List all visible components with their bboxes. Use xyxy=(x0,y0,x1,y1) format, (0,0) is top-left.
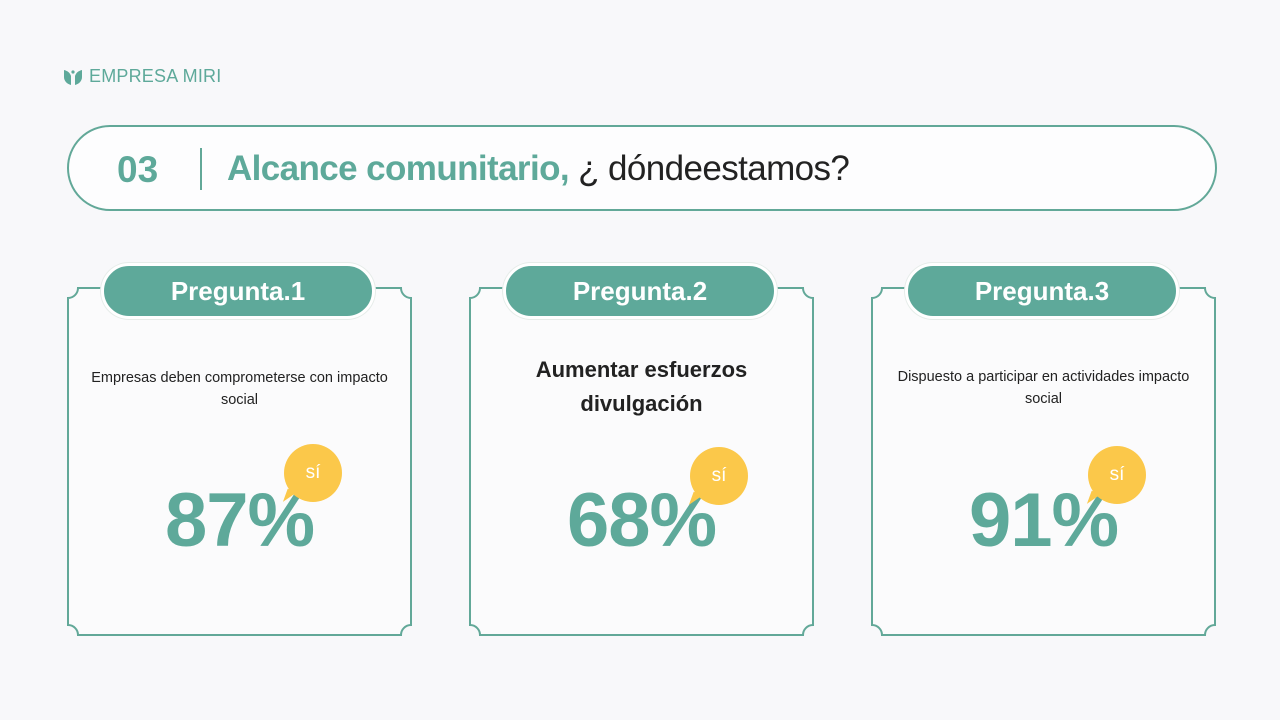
question-label-pill: Pregunta.3 xyxy=(905,263,1179,319)
section-title-rest: ¿ dóndeestamos? xyxy=(568,149,850,188)
percent-value: 87% xyxy=(164,478,315,563)
question-card-2: Pregunta.2 Aumentar esfuerzos divulgació… xyxy=(469,263,814,636)
yes-badge-text: sí xyxy=(305,462,321,483)
question-label-pill: Pregunta.1 xyxy=(101,263,375,319)
card-frame xyxy=(469,287,814,636)
percent-value: 68% xyxy=(566,478,717,563)
section-title-bar: 03 Alcance comunitario, ¿ dóndeestamos? xyxy=(67,125,1217,211)
brand: EMPRESA MIRI xyxy=(63,66,221,87)
question-text: Empresas deben comprometerse con impacto… xyxy=(91,370,388,408)
question-text: Aumentar esfuerzos divulgación xyxy=(535,357,748,416)
card-frame xyxy=(67,287,412,636)
yes-speech-bubble: sí xyxy=(1088,446,1146,504)
yes-speech-bubble: sí xyxy=(284,444,342,502)
card-frame xyxy=(871,287,1216,636)
question-card-1: Pregunta.1 Empresas deben comprometerse … xyxy=(67,263,412,636)
yes-badge-text: sí xyxy=(1109,464,1125,485)
yes-badge-text: sí xyxy=(711,465,727,486)
yes-speech-bubble: sí xyxy=(690,447,748,505)
question-text: Dispuesto a participar en actividades im… xyxy=(897,369,1190,407)
leaf-book-logo-icon xyxy=(64,69,82,85)
percent-value: 91% xyxy=(968,478,1119,563)
section-title: Alcance comunitario, ¿ dóndeestamos? xyxy=(227,149,850,189)
brand-name: EMPRESA MIRI xyxy=(89,66,222,86)
question-card-3: Pregunta.3 Dispuesto a participar en act… xyxy=(871,263,1216,636)
section-number: 03 xyxy=(117,149,159,190)
title-divider xyxy=(200,148,202,190)
section-title-accent: Alcance comunitario, xyxy=(227,149,570,188)
question-label-pill: Pregunta.2 xyxy=(503,263,777,319)
